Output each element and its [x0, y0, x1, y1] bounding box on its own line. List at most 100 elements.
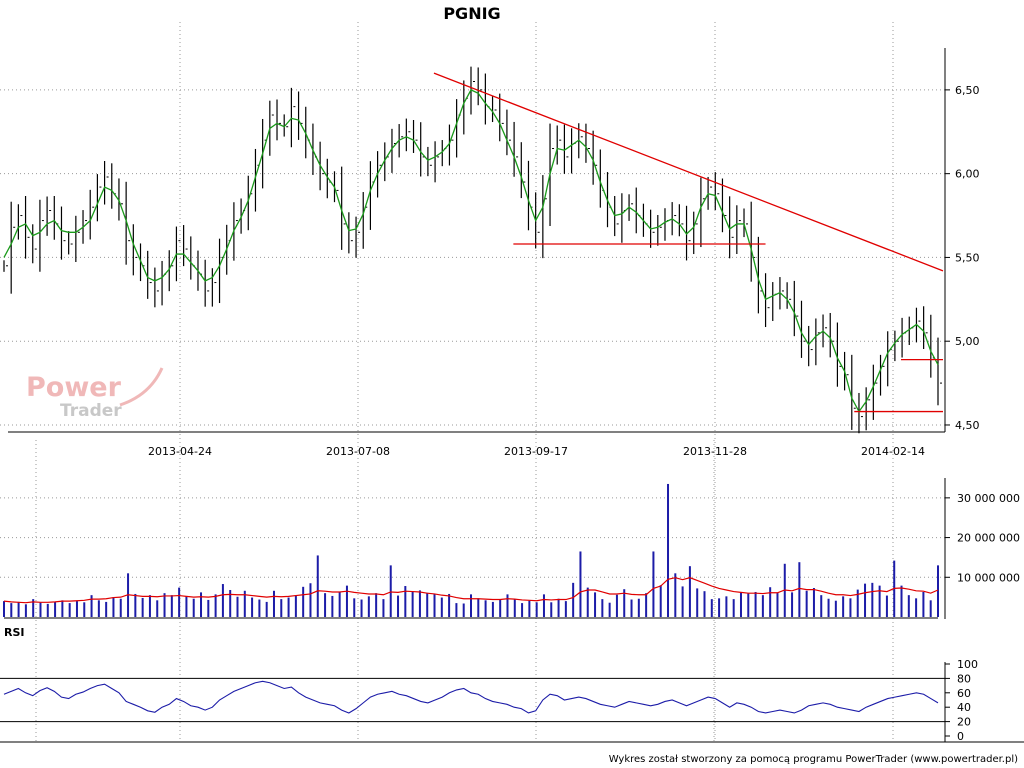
volume-bar [324, 593, 327, 617]
volume-bar [185, 596, 188, 617]
volume-bar [601, 599, 604, 617]
volume-bar [878, 585, 881, 617]
volume-bar [564, 601, 567, 617]
rsi-tick-label: 0 [957, 730, 964, 743]
volume-bar [338, 592, 341, 617]
volume-bar [491, 601, 494, 617]
volume-bar [236, 596, 239, 617]
volume-bar [915, 598, 918, 617]
volume-bar [856, 589, 859, 617]
watermark-line1: Power [26, 372, 122, 403]
volume-bar [39, 602, 42, 617]
watermark-arc-icon [119, 367, 164, 407]
volume-bar [83, 602, 86, 617]
volume-bar [725, 596, 728, 617]
volume-bar [3, 601, 5, 617]
volume-bar [163, 593, 166, 617]
volume-bar [221, 584, 224, 617]
volume-bar [389, 565, 392, 617]
grid [0, 22, 945, 742]
price-tick-label: 6,50 [955, 84, 980, 97]
volume-bar [922, 591, 925, 617]
volume-bar [309, 583, 312, 617]
volume-bar [178, 587, 181, 617]
price-tick-label: 4,50 [955, 419, 980, 432]
volume-bar [521, 603, 524, 617]
volume-bar [141, 597, 144, 617]
volume-bar [827, 598, 830, 617]
volume-bar [258, 599, 261, 617]
rsi-tick-label: 60 [957, 687, 971, 700]
x-tick-label: 2014-02-14 [861, 445, 925, 458]
volume-bar [630, 599, 633, 617]
volume-bar [659, 585, 662, 617]
volume-bar [156, 600, 159, 617]
rsi-panel [0, 677, 945, 723]
volume-bar [718, 598, 721, 617]
volume-bar [761, 595, 764, 617]
volume-bar [557, 598, 560, 617]
resistance-trendline [433, 72, 944, 272]
volume-bar [937, 565, 939, 617]
volume-tick-label: 10 000 000 [957, 571, 1020, 584]
volume-bar [411, 591, 414, 617]
volume-bar [97, 600, 100, 617]
volume-bar [360, 599, 363, 617]
volume-bar [397, 595, 400, 617]
moving-average-line [3, 89, 939, 413]
rsi-tick-label: 100 [957, 658, 978, 671]
volume-bar [798, 562, 801, 617]
volume-bar [586, 587, 589, 617]
volume-bar [579, 551, 582, 617]
watermark-line2: Trader [60, 401, 122, 421]
volume-bar [535, 602, 538, 617]
volume-bar [214, 594, 217, 617]
volume-bar [885, 595, 888, 617]
volume-bar [229, 589, 232, 617]
volume-bar [265, 601, 268, 617]
volume-bar [272, 590, 275, 617]
volume-bar [207, 599, 210, 617]
axes: 2013-04-24 2013-07-08 2013-09-17 2013-11-28… [0, 48, 1024, 743]
volume-tick-label: 20 000 000 [957, 532, 1020, 545]
volume-bar [90, 595, 93, 617]
volume-bar [61, 600, 64, 617]
volume-bar [688, 566, 691, 617]
volume-bar [499, 599, 502, 617]
footer-credit: Wykres został stworzony za pomocą progra… [609, 754, 1018, 765]
volume-bar [455, 603, 458, 617]
volume-bar [134, 593, 137, 617]
volume-bar [280, 599, 283, 617]
volume-tick-label: 30 000 000 [957, 492, 1020, 505]
volume-bar [294, 595, 297, 617]
volume-bar [170, 595, 173, 617]
rsi-tick-label: 40 [957, 701, 971, 714]
volume-bar [703, 591, 706, 617]
volume-bar [681, 586, 684, 617]
volume-bar [119, 598, 122, 617]
volume-bar [805, 590, 808, 617]
volume-bar [375, 593, 378, 617]
volume-bar [637, 598, 640, 617]
volume-panel [3, 483, 939, 617]
volume-bar [462, 603, 465, 617]
volume-bar [674, 573, 677, 617]
volume-bar [732, 599, 735, 617]
volume-bar [287, 597, 290, 617]
volume-bar [470, 594, 472, 617]
volume-bar [608, 602, 611, 617]
rsi-line [3, 680, 939, 714]
volume-bar [667, 483, 670, 617]
volume-bar [302, 586, 305, 617]
volume-bar [594, 592, 597, 617]
volume-bar [448, 593, 451, 617]
volume-bar [32, 599, 35, 617]
volume-bar [10, 603, 13, 617]
x-tick-label: 2013-09-17 [504, 445, 568, 458]
volume-bar [353, 598, 356, 617]
volume-bar [747, 593, 750, 617]
volume-bar [440, 597, 443, 617]
rsi-label: RSI [4, 626, 25, 639]
volume-bar [929, 600, 932, 617]
